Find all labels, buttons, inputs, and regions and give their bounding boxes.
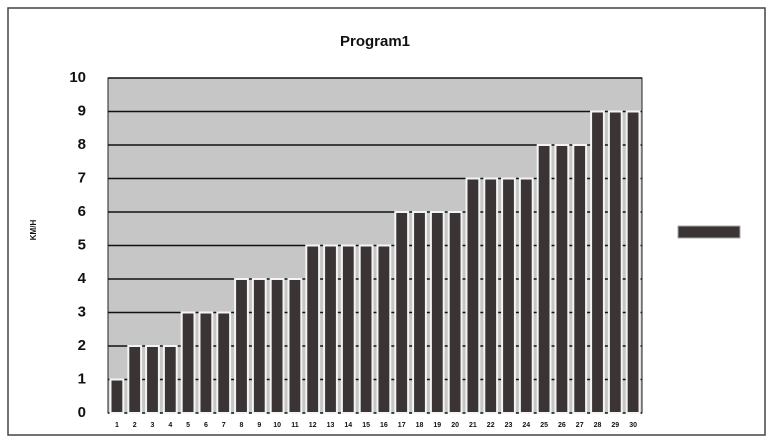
x-tick-label: 2 (133, 422, 137, 429)
x-tick-label: 18 (416, 422, 424, 429)
bar (590, 110, 605, 414)
x-tick-label: 8 (240, 422, 244, 429)
bar (607, 110, 623, 414)
x-tick-label: 14 (344, 422, 352, 429)
bar (358, 244, 374, 414)
bar (162, 345, 178, 414)
bar (465, 177, 481, 414)
bar (412, 211, 427, 414)
bar (216, 311, 232, 414)
x-tick-label: 13 (327, 422, 335, 429)
y-tick-label: 2 (78, 337, 86, 354)
x-tick-label: 21 (469, 422, 477, 429)
y-tick-label: 10 (69, 69, 86, 86)
x-tick-label: 20 (451, 422, 459, 429)
bar (429, 211, 445, 414)
bar (483, 177, 499, 414)
bar (109, 378, 125, 414)
x-tick-label: 28 (594, 422, 602, 429)
bar (340, 244, 356, 414)
bar (376, 244, 392, 414)
bar (536, 144, 552, 414)
x-tick-label: 19 (433, 422, 441, 429)
x-tick-label: 7 (222, 422, 226, 429)
bar (269, 278, 285, 414)
bar (501, 177, 516, 414)
bar (554, 144, 570, 414)
x-tick-label: 17 (398, 422, 406, 429)
y-tick-label: 1 (78, 370, 86, 387)
x-tick-label: 26 (558, 422, 566, 429)
bar (234, 278, 249, 414)
x-tick-label: 10 (273, 422, 281, 429)
chart-title: Program1 (340, 33, 410, 50)
x-tick-label: 15 (362, 422, 370, 429)
bar (180, 311, 196, 414)
bar (518, 177, 534, 414)
bar (323, 244, 338, 414)
bar (287, 278, 303, 414)
y-tick-label: 6 (78, 203, 86, 220)
x-tick-label: 24 (522, 422, 530, 429)
x-tick-label: 5 (186, 422, 190, 429)
bar (251, 278, 267, 414)
x-tick-label: 23 (505, 422, 513, 429)
x-tick-label: 27 (576, 422, 584, 429)
x-tick-label: 3 (151, 422, 155, 429)
x-tick-label: 29 (611, 422, 619, 429)
bar (145, 345, 160, 414)
bar (625, 110, 641, 414)
x-tick-label: 11 (291, 422, 299, 429)
bar (447, 211, 463, 414)
y-tick-label: 5 (78, 236, 86, 253)
legend-swatch (677, 225, 741, 239)
x-tick-label: 9 (257, 422, 261, 429)
y-axis-label: KM/H (29, 220, 38, 241)
x-tick-label: 22 (487, 422, 495, 429)
y-tick-label: 4 (78, 270, 87, 287)
bar (572, 144, 588, 414)
x-tick-label: 6 (204, 422, 208, 429)
y-tick-label: 9 (78, 102, 86, 119)
x-tick-label: 1 (115, 422, 119, 429)
bar (127, 345, 143, 414)
y-tick-label: 7 (78, 169, 86, 186)
x-tick-label: 30 (629, 422, 637, 429)
x-tick-label: 4 (168, 422, 172, 429)
x-tick-label: 16 (380, 422, 388, 429)
y-tick-label: 0 (78, 404, 86, 421)
bar (305, 244, 321, 414)
bar (394, 211, 410, 414)
y-tick-label: 8 (78, 136, 86, 153)
y-tick-label: 3 (78, 303, 86, 320)
bar (198, 311, 214, 414)
x-tick-label: 12 (309, 422, 317, 429)
x-tick-label: 25 (540, 422, 548, 429)
